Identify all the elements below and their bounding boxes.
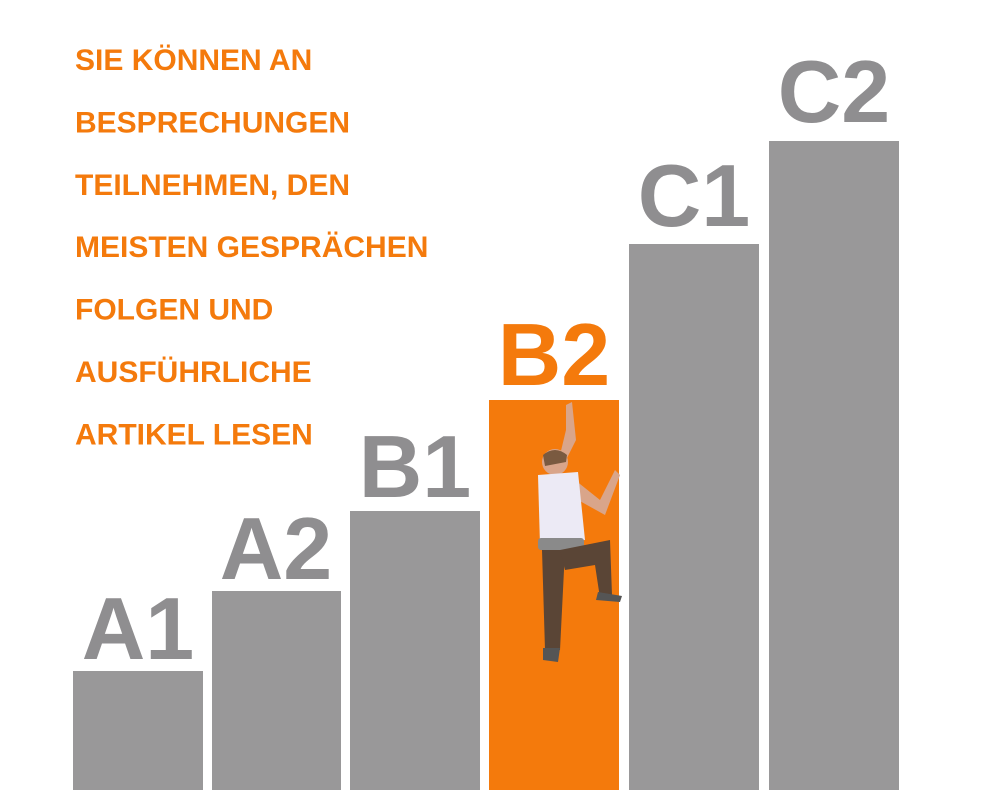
steps: A1 A2 B1 B2 C1 C2	[73, 42, 899, 790]
level-label: B2	[498, 305, 611, 404]
step	[212, 591, 341, 790]
description-line: BESPRECHUNGEN	[75, 106, 350, 139]
description-line: FOLGEN UND	[75, 294, 273, 327]
step	[73, 671, 203, 790]
description-line: ARTIKEL LESEN	[75, 418, 313, 451]
step	[769, 141, 899, 790]
description: SIE KÖNNEN AN BESPRECHUNGEN TEILNEHMEN, DE…	[75, 44, 428, 451]
level-label: C1	[638, 146, 751, 245]
description-line: MEISTEN GESPRÄCHEN	[75, 231, 428, 264]
description-line: SIE KÖNNEN AN	[75, 44, 312, 77]
level-label: C2	[778, 42, 891, 141]
climber	[538, 402, 622, 662]
step	[350, 511, 480, 790]
description-line: AUSFÜHRLICHE	[75, 356, 312, 389]
step	[629, 244, 759, 790]
level-label: A1	[82, 579, 195, 678]
level-label: A2	[220, 499, 333, 598]
level-label: B1	[359, 417, 472, 516]
description-line: TEILNEHMEN, DEN	[75, 169, 350, 202]
